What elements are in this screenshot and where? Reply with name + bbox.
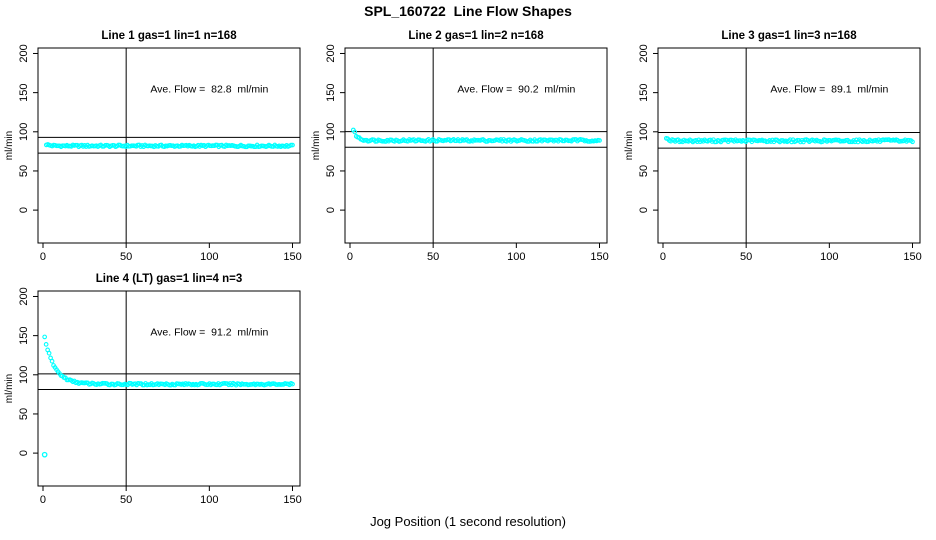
y-tick-label: 50 — [638, 165, 650, 177]
y-tick-label: 100 — [638, 123, 650, 141]
data-point — [49, 358, 55, 364]
panel-title: Line 4 (LT) gas=1 lin=4 n=3 — [96, 273, 242, 285]
data-point — [352, 129, 358, 135]
outlier-data-point — [41, 451, 48, 458]
y-tick-label: 50 — [18, 408, 30, 420]
figure-title: SPL_160722 Line Flow Shapes — [364, 3, 572, 19]
average-flow-annotation: Ave. Flow = 89.1 ml/min — [770, 84, 888, 96]
x-tick-label: 100 — [507, 251, 525, 263]
x-tick-label: 50 — [427, 251, 439, 263]
y-tick-label: 100 — [18, 123, 30, 141]
panel-title: Line 1 gas=1 lin=1 n=168 — [101, 30, 237, 42]
y-axis-title: ml/min — [4, 131, 15, 160]
x-tick-label: 150 — [283, 251, 301, 263]
y-tick-label: 50 — [18, 165, 30, 177]
x-tick-label: 100 — [820, 251, 838, 263]
average-flow-annotation: Ave. Flow = 82.8 ml/min — [150, 84, 268, 96]
x-axis-title: Jog Position (1 second resolution) — [370, 514, 566, 529]
y-tick-label: 0 — [325, 207, 337, 213]
plot-box — [657, 47, 921, 244]
y-tick-label: 150 — [638, 83, 650, 101]
y-tick-label: 150 — [18, 326, 30, 344]
y-tick-label: 50 — [325, 165, 337, 177]
data-point — [290, 142, 295, 148]
plot-box — [37, 47, 301, 244]
average-flow-annotation: Ave. Flow = 90.2 ml/min — [457, 84, 575, 96]
x-tick-label: 0 — [40, 251, 46, 263]
x-tick-label: 0 — [347, 251, 353, 263]
y-tick-label: 200 — [18, 287, 30, 305]
x-tick-label: 150 — [903, 251, 921, 263]
panel-4: Line 4 (LT) gas=1 lin=4 n=3 0 50 100 150 0 50 1… — [4, 273, 302, 506]
y-tick-label: 200 — [638, 44, 650, 62]
x-tick-label: 150 — [590, 251, 608, 263]
panel-2: Line 2 gas=1 lin=2 n=168 0 50 100 150 0 50 100 1… — [311, 30, 609, 263]
y-tick-label: 100 — [325, 123, 337, 141]
y-axis-title: ml/min — [311, 131, 322, 160]
x-tick-label: 50 — [120, 494, 132, 506]
y-tick-label: 0 — [638, 207, 650, 213]
plot-box — [37, 290, 301, 487]
data-point — [597, 138, 602, 143]
y-tick-label: 200 — [18, 44, 30, 62]
panel-title: Line 2 gas=1 lin=2 n=168 — [408, 30, 544, 42]
x-tick-label: 0 — [40, 494, 46, 506]
data-point — [910, 139, 915, 145]
x-tick-label: 50 — [740, 251, 752, 263]
y-tick-label: 0 — [18, 450, 30, 456]
x-tick-label: 0 — [660, 251, 666, 263]
panel-title: Line 3 gas=1 lin=3 n=168 — [721, 30, 857, 42]
data-point — [42, 334, 48, 340]
y-tick-label: 0 — [18, 207, 30, 213]
y-tick-label: 150 — [325, 83, 337, 101]
data-point — [290, 381, 295, 387]
x-tick-label: 50 — [120, 251, 132, 263]
panel-3: Line 3 gas=1 lin=3 n=168 0 50 100 150 0 50 100 1… — [624, 30, 922, 263]
data-point — [43, 342, 49, 347]
y-tick-label: 150 — [18, 83, 30, 101]
panel-1: Line 1 gas=1 lin=1 n=168 0 50 100 150 0 50 100 1… — [4, 30, 302, 263]
plot-box — [344, 47, 608, 244]
y-tick-label: 200 — [325, 44, 337, 62]
x-tick-label: 100 — [200, 251, 218, 263]
y-tick-label: 100 — [18, 366, 30, 384]
y-axis-title: ml/min — [624, 131, 635, 160]
x-tick-label: 100 — [200, 494, 218, 506]
average-flow-annotation: Ave. Flow = 91.2 ml/min — [150, 327, 268, 339]
data-point — [46, 350, 52, 356]
y-axis-title: ml/min — [4, 374, 15, 403]
x-tick-label: 150 — [283, 494, 301, 506]
